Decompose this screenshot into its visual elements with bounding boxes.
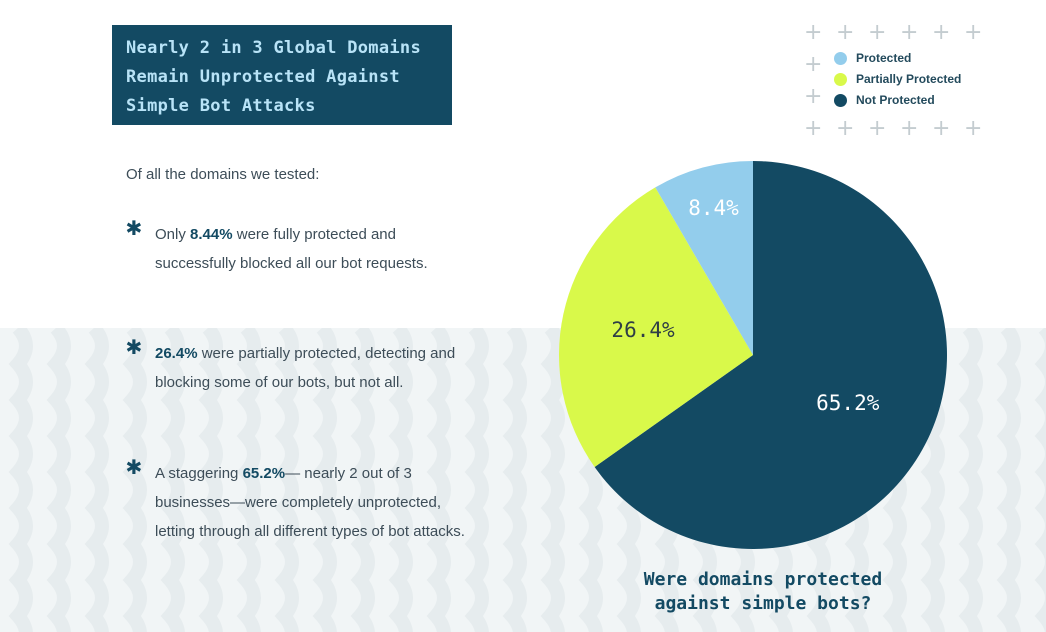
plus-decoration-icon: + [804, 116, 823, 141]
legend-item-not-protected: Not Protected [834, 92, 935, 108]
background-wave [198, 328, 223, 632]
legend-item-partially-protected: Partially Protected [834, 71, 961, 87]
page-title-box: Nearly 2 in 3 Global Domains Remain Unpr… [112, 25, 452, 125]
background-wave [160, 328, 185, 632]
plus-decoration-icon: + [836, 20, 855, 45]
bullet-text: A staggering [155, 465, 243, 482]
legend-label: Protected [856, 51, 912, 65]
chart-legend: + + + + + + + + + + + + + + Protected Pa… [800, 20, 990, 140]
bullet-text: were fully protected and successfully bl… [155, 226, 428, 272]
background-wave [958, 328, 983, 632]
legend-item-protected: Protected [834, 50, 911, 66]
background-wave [350, 328, 375, 632]
background-wave [84, 328, 109, 632]
plus-decoration-icon: + [932, 116, 951, 141]
plus-decoration-icon: + [804, 20, 823, 45]
bullet-highlight: 65.2% [242, 465, 286, 482]
bullet-highlight: 8.44% [190, 226, 233, 243]
background-wave [540, 328, 565, 632]
background-wave [236, 328, 261, 632]
page-title-line: Simple Bot Attacks [126, 96, 316, 116]
background-wave [464, 328, 489, 632]
pie-data-label: 65.2% [816, 391, 880, 415]
asterisk-icon: ✱ [126, 331, 142, 361]
plus-decoration-icon: + [804, 52, 823, 77]
background-wave [46, 328, 71, 632]
pie-chart-svg: 65.2% 26.4% 8.4% [559, 161, 947, 549]
legend-swatch [834, 51, 847, 65]
plus-decoration-icon: + [804, 84, 823, 109]
page-title-line: Remain Unprotected Against [126, 67, 400, 87]
plus-decoration-icon: + [868, 20, 887, 45]
plus-decoration-icon: + [868, 116, 887, 141]
pie-slice-not-protected [594, 161, 947, 549]
background-wave [312, 328, 337, 632]
plus-decoration-icon: + [900, 116, 919, 141]
chart-title-line: Were domains protected [643, 569, 883, 590]
bullet-item-partial: ✱ 26.4% were partially protected, detect… [126, 331, 506, 397]
chart-title-line: against simple bots? [654, 593, 872, 614]
plus-decoration-icon: + [900, 20, 919, 45]
pie-chart: 65.2% 26.4% 8.4% [556, 158, 950, 552]
asterisk-icon: ✱ [126, 451, 142, 481]
background-wave [426, 328, 451, 632]
legend-label: Partially Protected [856, 72, 962, 86]
bullet-item-protected: ✱ Only 8.44% were fully protected and su… [126, 212, 506, 278]
pie-slice-partially-protected [559, 187, 753, 468]
asterisk-icon: ✱ [126, 212, 142, 242]
bullet-highlight: 26.4% [155, 345, 198, 362]
background-wave [502, 328, 527, 632]
bullet-text: were partially protected, detecting and … [155, 345, 456, 391]
page-title-line: Nearly 2 in 3 Global Domains [126, 38, 421, 58]
background-wave [122, 328, 147, 632]
legend-swatch [834, 93, 847, 107]
plus-decoration-icon: + [932, 20, 951, 45]
intro-text: Of all the domains we tested: [126, 166, 320, 183]
pie-slice-protected [655, 161, 753, 355]
pie-data-label: 26.4% [611, 318, 675, 342]
legend-label: Not Protected [856, 93, 935, 107]
background-wave [996, 328, 1021, 632]
background-wave [8, 328, 33, 632]
pie-data-label: 8.4% [688, 196, 739, 220]
chart-title: Were domains protected against simple bo… [598, 568, 928, 616]
bullet-item-unprotected: ✱ A staggering 65.2%— nearly 2 out of 3 … [126, 451, 506, 546]
plus-decoration-icon: + [964, 116, 983, 141]
legend-swatch [834, 72, 847, 86]
background-wave [388, 328, 413, 632]
background-wave [274, 328, 299, 632]
bullet-text: Only [155, 226, 191, 243]
bullet-text: — nearly 2 out of 3 businesses—were comp… [155, 465, 465, 540]
plus-decoration-icon: + [964, 20, 983, 45]
plus-decoration-icon: + [836, 116, 855, 141]
